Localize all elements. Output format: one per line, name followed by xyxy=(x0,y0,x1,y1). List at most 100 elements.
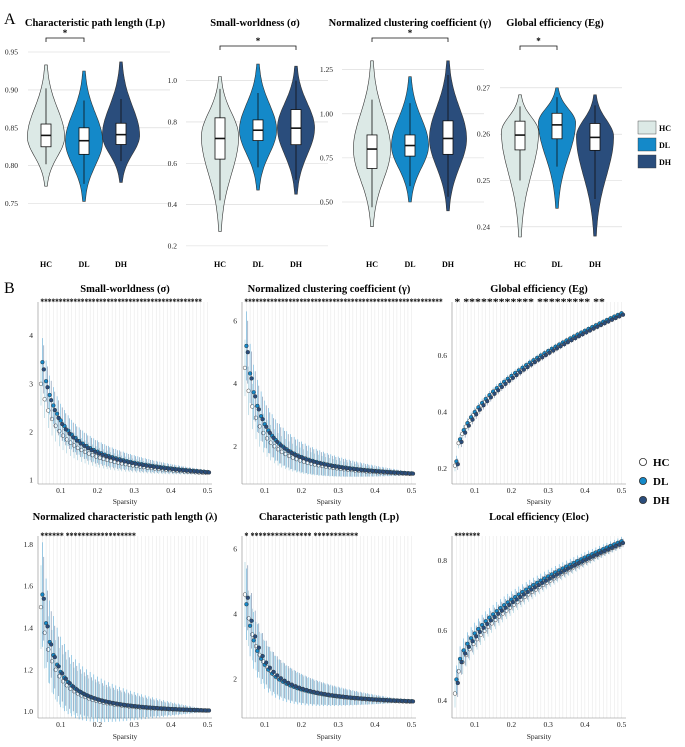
point-dh xyxy=(275,673,280,678)
point-dh xyxy=(278,443,283,448)
point-dh xyxy=(591,326,596,331)
point-hc xyxy=(38,381,44,386)
violin-panel-characteristic-path-length-lp: Characteristic path length (Lp) 0.75 0.80 0… xyxy=(5,18,170,269)
x-tick-label: 0.5 xyxy=(203,720,213,729)
point-dh xyxy=(170,706,175,712)
point-dh xyxy=(118,458,124,463)
point-dh xyxy=(359,467,364,473)
point-dh xyxy=(355,467,361,472)
point-dh xyxy=(249,376,254,381)
x-tick-label: 0.1 xyxy=(470,486,480,495)
point-dh xyxy=(71,684,76,689)
point-dh xyxy=(245,350,250,355)
point-dh xyxy=(330,693,335,698)
point-dh xyxy=(529,362,534,367)
point-dh xyxy=(348,466,353,471)
point-dh xyxy=(203,470,208,475)
point-dh xyxy=(315,460,320,465)
point-dh xyxy=(275,439,280,445)
x-tick-label: 0.5 xyxy=(203,486,213,495)
point-dh xyxy=(584,557,589,562)
significance-bracket xyxy=(371,37,449,42)
x-axis-label: Sparsity xyxy=(317,497,342,506)
x-tick-label: 0.4 xyxy=(370,486,380,495)
point-dh xyxy=(111,456,116,461)
y-tick-label: 0.95 xyxy=(5,48,18,57)
violin-panel-small-worldness: Small-worldness (σ) 0.2 0.4 0.6 0.8 1.0 HC DL DH… xyxy=(168,18,328,269)
point-dh xyxy=(488,395,493,400)
y-tick-label: 0.8 xyxy=(168,117,178,126)
point-dl xyxy=(251,638,256,643)
point-dh xyxy=(78,689,83,695)
point-dh xyxy=(543,578,549,583)
point-dh xyxy=(540,355,545,360)
x-category-dh: DH xyxy=(589,260,602,269)
y-tick-label: 0.2 xyxy=(168,241,178,250)
x-tick-label: 0.2 xyxy=(93,720,103,729)
point-dh xyxy=(470,639,475,644)
point-dh xyxy=(481,403,486,408)
sparsity-title: Local efficiency (Eloc) xyxy=(489,512,589,523)
point-dh xyxy=(573,336,578,341)
y-tick-label: 0.26 xyxy=(477,130,490,139)
sparsity-title: Global efficiency (Eg) xyxy=(490,284,588,295)
point-dh xyxy=(311,689,317,695)
point-dh xyxy=(304,687,309,693)
point-dh xyxy=(392,698,397,703)
point-dh xyxy=(74,438,79,443)
point-dh xyxy=(155,465,160,470)
point-dh xyxy=(352,695,357,700)
point-dh xyxy=(192,707,197,713)
point-dh xyxy=(322,691,328,697)
x-tick-label: 0.1 xyxy=(260,720,270,729)
sparsity-title: Normalized clustering coefficient (γ) xyxy=(248,284,411,295)
point-dh xyxy=(137,462,142,467)
point-dh xyxy=(195,469,201,474)
point-dh xyxy=(206,470,212,475)
x-axis-label: Sparsity xyxy=(317,732,342,741)
significance-star: * xyxy=(408,28,413,38)
point-dh xyxy=(148,705,153,710)
point-dl xyxy=(58,418,63,423)
point-hc xyxy=(242,592,248,597)
point-dh xyxy=(617,314,622,319)
point-dh xyxy=(260,653,265,659)
x-category-hc: HC xyxy=(214,260,226,269)
point-dh xyxy=(144,463,149,468)
point-dh xyxy=(267,430,272,435)
point-dh xyxy=(199,708,204,713)
x-category-hc: HC xyxy=(40,260,52,269)
point-dh xyxy=(133,704,138,709)
x-category-dh: DH xyxy=(442,260,455,269)
box-hc xyxy=(366,134,378,169)
point-dh xyxy=(45,624,50,629)
significance-stars: ******* xyxy=(454,531,480,541)
point-dh xyxy=(89,447,94,453)
x-tick-label: 0.1 xyxy=(56,486,66,495)
point-dh xyxy=(319,461,324,466)
point-dh xyxy=(613,544,618,549)
point-dh xyxy=(330,463,335,469)
significance-bracket xyxy=(519,45,558,50)
point-dh xyxy=(289,682,294,687)
point-dh xyxy=(82,691,87,697)
point-hc xyxy=(38,605,44,610)
point-dh xyxy=(388,470,394,475)
x-tick-label: 0.3 xyxy=(129,720,139,729)
point-dh xyxy=(122,459,127,464)
sparsity-panel-normalized-clustering-coefficient: Normalized clustering coefficient (γ) 0.1… xyxy=(233,284,443,506)
point-dh xyxy=(162,706,168,711)
point-dh xyxy=(558,570,563,575)
point-dh xyxy=(293,452,298,458)
y-tick-label: 1.0 xyxy=(168,76,178,85)
x-tick-label: 0.1 xyxy=(470,720,480,729)
point-dh xyxy=(385,698,390,703)
x-tick-label: 0.5 xyxy=(617,720,627,729)
point-dh xyxy=(485,399,490,404)
point-dh xyxy=(507,602,512,608)
y-tick-label: 2 xyxy=(233,675,237,684)
panel-label-a: A xyxy=(4,11,16,28)
point-dh xyxy=(286,680,291,685)
x-tick-label: 0.4 xyxy=(580,486,590,495)
point-dh xyxy=(547,350,552,355)
